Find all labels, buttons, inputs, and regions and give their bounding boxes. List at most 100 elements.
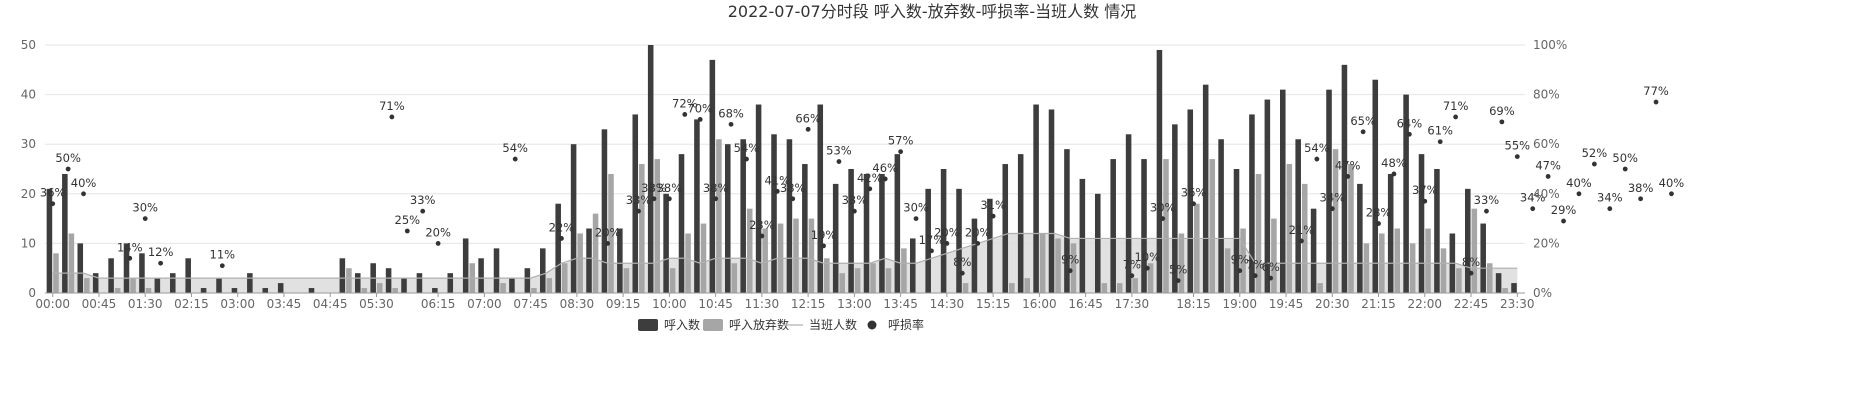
bar-calls-in	[1110, 159, 1116, 293]
loss-rate-label: 11%	[210, 248, 236, 262]
bar-abandoned	[361, 288, 368, 293]
loss-rate-point	[1437, 139, 1443, 145]
loss-rate-point	[959, 270, 965, 276]
x-tick-label: 00:45	[82, 297, 117, 311]
bar-abandoned	[808, 218, 815, 293]
loss-rate-label: 7%	[1123, 258, 1141, 272]
loss-rate-label: 36%	[40, 186, 66, 200]
loss-rate-label: 23%	[749, 218, 775, 232]
loss-rate-label: 47%	[1335, 158, 1361, 172]
loss-rate-label: 34%	[1597, 191, 1623, 205]
bar-abandoned	[1440, 248, 1447, 293]
bar-calls-in	[832, 183, 839, 293]
bar-abandoned	[130, 278, 136, 293]
bar-calls-in	[632, 114, 639, 293]
loss-rate-point	[1345, 174, 1351, 179]
loss-rate-point	[1499, 119, 1505, 125]
bar-calls-in	[247, 273, 253, 293]
bar-abandoned	[885, 268, 892, 293]
loss-rate-label: 20%	[934, 225, 960, 239]
bar-calls-in	[1064, 149, 1070, 293]
bar-calls-in	[1464, 188, 1471, 293]
loss-rate-label: 33%	[1474, 193, 1500, 207]
bar-calls-in	[62, 173, 68, 293]
loss-rate-point	[1252, 273, 1258, 279]
bar-calls-in	[678, 154, 685, 293]
bars	[46, 45, 1517, 294]
bar-calls-in	[1495, 273, 1502, 293]
loss-rate-label: 33%	[410, 193, 436, 207]
loss-rate-point	[1175, 278, 1181, 283]
bar-calls-in	[1094, 193, 1101, 293]
loss-rate-label: 6%	[1262, 260, 1280, 274]
loss-rate-point	[1468, 270, 1474, 276]
bar-calls-in	[1310, 208, 1317, 293]
bar-abandoned	[1209, 159, 1216, 293]
staff-line-path	[52, 232, 1518, 279]
bar-abandoned	[716, 139, 722, 293]
bar-calls-in	[802, 164, 808, 293]
bar-abandoned	[1471, 208, 1478, 293]
bar-abandoned	[1301, 183, 1308, 293]
bar-abandoned	[546, 278, 553, 293]
loss-rate-label: 54%	[734, 141, 760, 155]
bar-calls-in	[139, 253, 145, 293]
bar-calls-in	[755, 104, 762, 294]
x-tick-label: 09:15	[606, 297, 641, 311]
loss-rate-label: 5%	[1169, 263, 1187, 277]
left-axis: 0 10 20 30 40 50	[21, 38, 36, 300]
loss-rate-point	[404, 228, 410, 234]
loss-rate-label: 30%	[1150, 201, 1176, 215]
bar-calls-in	[1264, 99, 1271, 293]
bar-abandoned	[114, 288, 121, 293]
x-tick-label: 02:15	[174, 297, 209, 311]
loss-rate-label: 71%	[379, 99, 405, 113]
bar-calls-in	[987, 198, 993, 293]
bar-calls-in	[1187, 109, 1194, 293]
bar-abandoned	[1116, 283, 1123, 293]
bar-calls-in	[1341, 64, 1348, 293]
x-tick-label: 15:15	[976, 297, 1011, 311]
right-tick-label: 100%	[1533, 38, 1567, 52]
bar-abandoned	[746, 208, 753, 293]
bar-calls-in	[1033, 104, 1039, 294]
loss-rate-point	[158, 260, 164, 266]
loss-rate-label: 7%	[1246, 258, 1264, 272]
bar-calls-in	[848, 169, 854, 293]
loss-rate-point	[420, 208, 426, 214]
bar-abandoned	[1486, 263, 1493, 293]
bar-calls-in	[1202, 84, 1209, 294]
loss-rate-label: 8%	[1462, 255, 1480, 269]
bar-abandoned	[608, 173, 614, 293]
bar-calls-in	[771, 134, 777, 293]
loss-rate-label: 20%	[425, 225, 451, 239]
bar-calls-in	[339, 258, 346, 293]
bar-abandoned	[870, 263, 876, 293]
bar-abandoned	[793, 218, 799, 293]
bar-abandoned	[592, 213, 599, 293]
loss-rate-point	[790, 196, 796, 202]
legend-loss-rate-label: 呼损率	[888, 317, 924, 332]
loss-rate-label: 38%	[657, 181, 683, 195]
loss-rate-point	[913, 216, 919, 222]
bar-calls-in	[694, 119, 700, 294]
x-tick-label: 11:30	[745, 297, 780, 311]
loss-rate-label: 29%	[1551, 203, 1577, 217]
loss-rate-label: 68%	[718, 106, 744, 120]
legend[interactable]: 呼入数 呼入放弃数 当班人数 呼损率	[638, 317, 924, 332]
loss-rate-label: 46%	[872, 161, 898, 175]
bar-abandoned	[531, 288, 537, 293]
bar-calls-in	[262, 288, 269, 293]
loss-rate-point	[65, 166, 71, 172]
loss-rate-label: 34%	[1320, 191, 1346, 205]
x-tick-label: 05:30	[359, 297, 394, 311]
loss-rate-point	[929, 248, 934, 254]
x-tick-label: 19:45	[1269, 297, 1304, 311]
x-tick-label: 04:45	[313, 297, 348, 311]
bar-abandoned	[1009, 283, 1015, 293]
bar-calls-in	[231, 288, 238, 293]
loss-rate-label: 38%	[641, 181, 667, 195]
loss-rate-point	[1144, 265, 1150, 271]
bar-calls-in	[432, 288, 438, 293]
loss-rate-point	[50, 201, 56, 207]
